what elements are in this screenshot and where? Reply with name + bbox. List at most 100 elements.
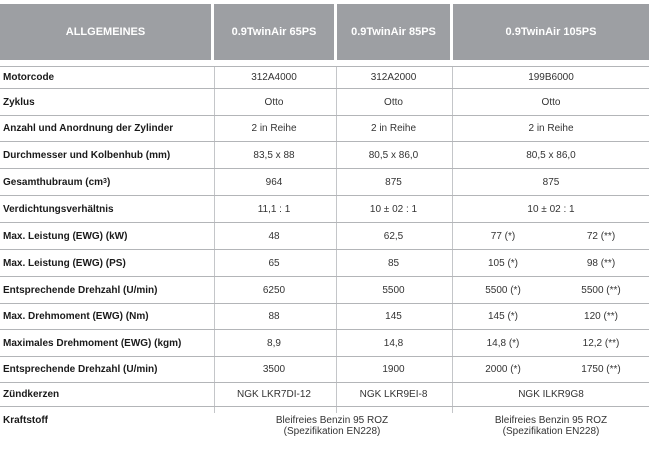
row-divider (0, 195, 649, 196)
value-65ps-85ps: Bleifreies Benzin 95 ROZ (Spezifikation … (214, 407, 450, 445)
table-row: Max. Drehmoment (EWG) (Nm) 88 145 145 (*… (0, 304, 649, 329)
value-105ps-b: 120 (**) (584, 311, 618, 322)
header-general: ALLGEMEINES (0, 4, 211, 60)
fuel-line-2: (Spezifikation EN228) (502, 426, 600, 437)
value-85ps: 14,8 (383, 337, 404, 349)
header-65ps: 0.9TwinAir 65PS (214, 4, 334, 60)
value-105ps: Bleifreies Benzin 95 ROZ (Spezifikation … (453, 407, 649, 445)
table-row: Entsprechende Drehzahl (U/min) 6250 5500… (0, 277, 649, 303)
value-65ps: Otto (264, 96, 284, 108)
value-65ps: 3500 (262, 364, 286, 375)
value-85ps: 2 in Reihe (370, 123, 417, 134)
row-label: Durchmesser und Kolbenhub (mm) (3, 149, 171, 161)
row-label: Zündkerzen (3, 389, 60, 400)
value-105ps: 199B6000 (528, 72, 574, 83)
value-105ps-a: 2000 (*) (485, 364, 521, 375)
table-row: Maximales Drehmoment (EWG) (kgm) 8,9 14,… (0, 330, 649, 356)
row-label: Max. Drehmoment (EWG) (Nm) (3, 311, 149, 322)
value-65ps: 312A4000 (251, 72, 297, 83)
row-label: Entsprechende Drehzahl (U/min) (3, 284, 158, 296)
value-105ps-b: 1750 (**) (581, 364, 621, 375)
value-105ps-a: 77 (*) (490, 230, 516, 242)
value-65ps: 8,9 (267, 337, 281, 349)
value-65ps: 88 (268, 311, 280, 322)
value-65ps: 83,5 x 88 (253, 149, 295, 161)
row-label: Kraftstoff (3, 415, 48, 426)
value-105ps-a: 5500 (*) (485, 284, 521, 296)
table-row: Max. Leistung (EWG) (PS) 65 85 105 (*) 9… (0, 250, 649, 276)
row-label: Verdichtungsverhältnis (3, 203, 114, 215)
value-105ps-a: 105 (*) (487, 257, 518, 269)
value-85ps: 5500 (382, 284, 405, 296)
value-105ps-b: 5500 (**) (581, 284, 621, 296)
value-85ps: 10 ± 02 : 1 (369, 203, 418, 215)
value-105ps: 2 in Reihe (528, 123, 574, 134)
value-85ps: 875 (385, 176, 402, 188)
fuel-line-1: Bleifreies Benzin 95 ROZ (494, 415, 608, 426)
value-105ps: 80,5 x 86,0 (526, 149, 576, 161)
value-85ps: Otto (384, 96, 403, 108)
row-divider (0, 303, 649, 304)
row-label: Entsprechende Drehzahl (U/min) (3, 364, 158, 375)
value-105ps-a: 14,8 (*) (486, 337, 520, 349)
column-divider (336, 67, 337, 413)
row-divider (0, 406, 649, 407)
label-text-end: ) (106, 176, 111, 188)
table-row: Durchmesser und Kolbenhub (mm) 83,5 x 88… (0, 142, 649, 168)
value-65ps: NGK LKR7DI-12 (237, 389, 311, 400)
row-label: Motorcode (3, 72, 55, 83)
value-65ps: 964 (265, 176, 283, 188)
row-label: Zyklus (3, 96, 35, 108)
value-105ps-a: 145 (*) (487, 311, 518, 322)
value-85ps: NGK LKR9EI-8 (359, 389, 428, 400)
value-105ps-b: 12,2 (**) (582, 337, 620, 349)
value-85ps: 312A2000 (370, 72, 417, 83)
row-divider (0, 356, 649, 357)
value-65ps: 48 (268, 230, 280, 242)
value-105ps: 875 (542, 176, 560, 188)
value-85ps: 62,5 (383, 230, 404, 242)
value-105ps: 10 ± 02 : 1 (527, 203, 575, 215)
column-divider (452, 67, 453, 413)
row-label: Gesamthubraum (cm 3) (3, 176, 111, 188)
value-105ps-b: 72 (**) (586, 230, 616, 242)
table-row: Verdichtungsverhältnis 11,1 : 1 10 ± 02 … (0, 196, 649, 222)
column-divider (214, 67, 215, 413)
table-row: Gesamthubraum (cm 3) 964 875 875 (0, 169, 649, 195)
value-85ps: 85 (387, 257, 400, 269)
row-divider (0, 249, 649, 250)
value-105ps-b: 98 (**) (586, 257, 616, 269)
row-divider (0, 382, 649, 383)
row-divider (0, 115, 649, 116)
value-105ps: NGK ILKR9G8 (518, 389, 584, 400)
fuel-line-1: Bleifreies Benzin 95 ROZ (275, 415, 389, 426)
row-label: Anzahl und Anordnung der Zylinder (3, 123, 174, 134)
table-row: Kraftstoff Bleifreies Benzin 95 ROZ (Spe… (0, 407, 649, 445)
value-65ps: 11,1 : 1 (257, 203, 291, 215)
row-label: Maximales Drehmoment (EWG) (kgm) (3, 337, 182, 349)
value-65ps: 6250 (262, 284, 286, 296)
fuel-line-2: (Spezifikation EN228) (283, 426, 381, 437)
table-row: Motorcode 312A4000 312A2000 199B6000 (0, 67, 649, 88)
row-divider (0, 141, 649, 142)
header-105ps: 0.9TwinAir 105PS (453, 4, 649, 60)
table-row: Entsprechende Drehzahl (U/min) 3500 1900… (0, 357, 649, 382)
row-divider (0, 66, 649, 67)
value-105ps: Otto (541, 96, 561, 108)
row-divider (0, 88, 649, 89)
row-divider (0, 276, 649, 277)
table-row: Anzahl und Anordnung der Zylinder 2 in R… (0, 116, 649, 141)
row-divider (0, 168, 649, 169)
value-85ps: 80,5 x 86,0 (368, 149, 419, 161)
value-85ps: 1900 (382, 364, 405, 375)
value-65ps: 2 in Reihe (251, 123, 297, 134)
value-85ps: 145 (385, 311, 402, 322)
table-row: Zyklus Otto Otto Otto (0, 89, 649, 115)
header-85ps: 0.9TwinAir 85PS (337, 4, 450, 60)
table-row: Zündkerzen NGK LKR7DI-12 NGK LKR9EI-8 NG… (0, 383, 649, 406)
row-divider (0, 329, 649, 330)
label-text: Gesamthubraum (cm (3, 176, 104, 188)
row-divider (0, 222, 649, 223)
row-label: Max. Leistung (EWG) (kW) (3, 230, 128, 242)
